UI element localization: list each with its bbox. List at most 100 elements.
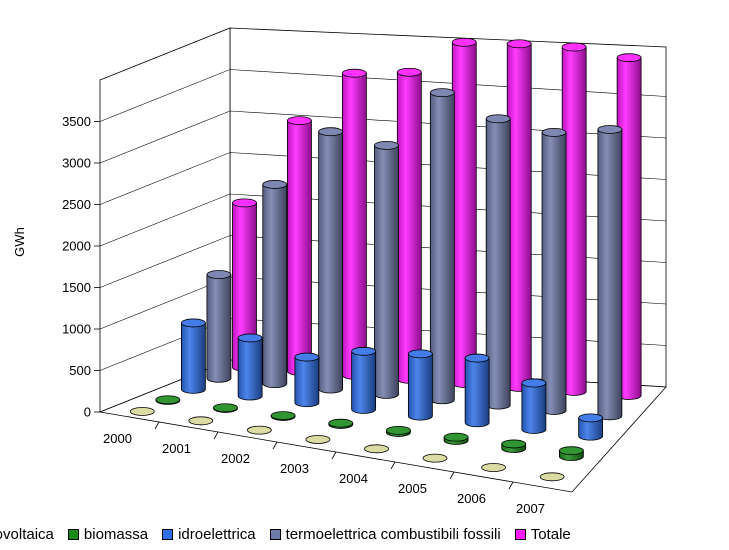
cylinder-top [237, 333, 263, 343]
cylinder-top [521, 378, 547, 388]
cylinder-biomassa-2006 [501, 439, 527, 453]
cylinder-top [294, 352, 320, 362]
cylinder-biomassa-2002 [270, 411, 296, 421]
cylinder-top [305, 435, 331, 444]
cylinder-top [386, 425, 411, 435]
cylinder-totale-2005 [506, 39, 532, 392]
cylinder-body [407, 353, 433, 421]
cylinder-idroelettrica-2006 [521, 378, 547, 434]
y-axis: 0 500 1000 1500 2000 2500 3000 3500 [62, 114, 100, 420]
cylinder-termoelettrica-combustibili-fossili-2002 [318, 127, 344, 394]
cylinder-body [262, 184, 288, 389]
cylinder-top [328, 418, 354, 428]
x-tick-label: 2001 [162, 441, 191, 456]
x-tick-label: 2005 [398, 481, 427, 496]
legend-item: fotovoltaica [0, 526, 54, 543]
cylinder-top [541, 128, 567, 137]
cylinder-idroelettrica-2005 [464, 353, 490, 428]
cylinder-body [429, 92, 455, 405]
y-tick-label: 2000 [62, 239, 91, 254]
cylinder-body [206, 274, 232, 383]
cylinder-top [364, 444, 389, 454]
cylinders [129, 37, 642, 482]
x-tick-mark [449, 471, 455, 480]
cylinder-body [521, 382, 547, 434]
cylinder-top [422, 453, 448, 463]
cylinder-top [443, 432, 469, 442]
y-tick-label: 1500 [62, 280, 91, 295]
x-tick-mark [508, 481, 514, 490]
cylinder-body [506, 43, 532, 392]
cylinder-termoelettrica-combustibili-fossili-2003 [374, 140, 399, 399]
cylinder-top [485, 114, 511, 124]
cylinder-top [155, 395, 181, 405]
cylinder-body [396, 71, 422, 384]
cylinder-top [481, 463, 506, 472]
cylinder-top [407, 349, 433, 359]
cylinder-top [188, 416, 214, 426]
x-axis: 2000 2001 2002 2003 2004 2005 2006 2007 [103, 421, 545, 516]
cylinder-termoelettrica-combustibili-fossili-2001 [262, 180, 288, 389]
cylinder-termoelettrica-combustibili-fossili-2004 [429, 88, 455, 405]
cylinder-totale-2001 [287, 116, 312, 376]
legend-label: Totale [530, 526, 571, 543]
legend-swatch [269, 529, 281, 540]
cylinder-top [287, 116, 312, 125]
cylinder-body [287, 120, 312, 376]
legend-label: biomassa [83, 526, 149, 543]
legend-item: biomassa [67, 526, 149, 543]
cylinder-termoelettrica-combustibili-fossili-2007 [597, 125, 623, 421]
cylinder-body [318, 131, 344, 394]
cylinder-idroelettrica-2003 [351, 346, 377, 414]
cylinder-top [597, 125, 623, 134]
y-tick-label: 0 [84, 405, 91, 420]
cylinder-top [429, 88, 455, 98]
cylinder-biomassa-2004 [386, 425, 411, 437]
cylinder-fotovoltaica-2006 [481, 463, 506, 472]
cylinder-top [396, 67, 422, 77]
y-tick-label: 3500 [62, 114, 91, 129]
cylinder-idroelettrica-2001 [237, 333, 263, 401]
cylinder-body [541, 132, 567, 415]
x-tick-mark [272, 441, 278, 450]
cylinder-body [351, 350, 377, 414]
cylinder-biomassa-2003 [328, 418, 354, 429]
cylinder-body [485, 118, 511, 410]
cylinder-top [206, 270, 232, 279]
y-tick-label: 1000 [62, 322, 91, 337]
cylinder-biomassa-2000 [155, 395, 181, 405]
cylinder-top [561, 42, 587, 52]
cylinder-top [578, 413, 604, 423]
cylinder-top [318, 127, 344, 137]
cylinder-totale-2006 [561, 42, 587, 396]
cylinder-top [213, 403, 238, 413]
x-tick-mark [390, 461, 396, 470]
x-tick-label: 2002 [221, 451, 250, 466]
cylinder-top [270, 411, 296, 421]
cylinder-top [539, 472, 565, 482]
cylinder-top [341, 68, 367, 78]
cylinder-termoelettrica-combustibili-fossili-2005 [485, 114, 511, 410]
cylinder-fotovoltaica-2003 [305, 435, 331, 444]
cylinder-body [374, 144, 399, 399]
cylinder-idroelettrica-2007 [578, 413, 604, 441]
x-tick-label: 2006 [457, 491, 486, 506]
legend-swatch [514, 529, 526, 540]
legend-swatch [162, 529, 174, 540]
cylinder-idroelettrica-2002 [294, 352, 320, 408]
x-tick-mark [213, 431, 219, 440]
legend-label: idroelettrica [178, 526, 256, 543]
cylinder-totale-2004 [451, 37, 477, 388]
y-tick-label: 3000 [62, 156, 91, 171]
cylinder-body [341, 72, 367, 380]
x-tick-label: 2004 [339, 471, 368, 486]
y-tick-label: 2500 [62, 197, 91, 212]
cylinder-top [451, 37, 477, 47]
cylinder-biomassa-2005 [443, 432, 469, 445]
x-tick-label: 2003 [280, 461, 309, 476]
cylinder-fotovoltaica-2000 [129, 407, 155, 416]
cylinder-top [558, 446, 584, 456]
cylinder-fotovoltaica-2004 [364, 444, 389, 454]
cylinder-idroelettrica-2004 [407, 349, 433, 421]
